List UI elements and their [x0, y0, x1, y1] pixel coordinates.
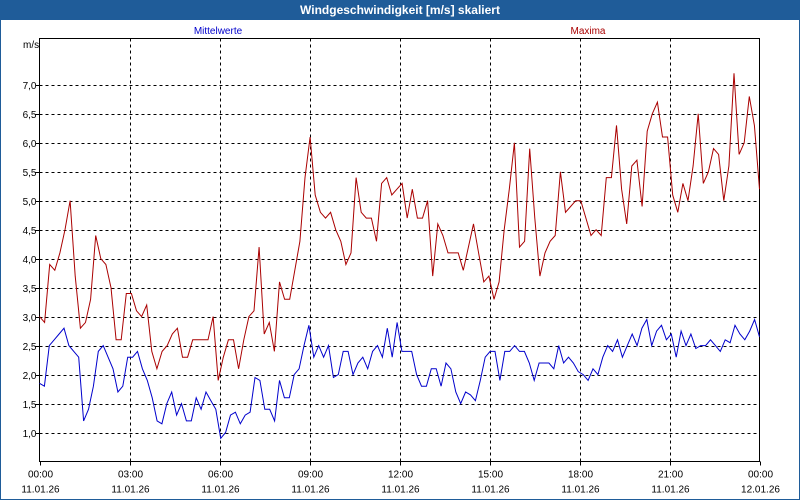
x-tick-date: 11.01.26: [561, 485, 600, 496]
x-tick-time: 00:00: [28, 470, 53, 481]
x-tick-date: 11.01.26: [651, 485, 690, 496]
grid: [39, 38, 760, 462]
y-tick-label: 4,5: [23, 226, 37, 237]
window-title: Windgeschwindigkeit [m/s] skaliert: [1, 1, 799, 20]
y-axis-unit: m/s: [23, 40, 39, 51]
series-lines: [39, 73, 760, 440]
x-tick-date: 11.01.26: [111, 485, 150, 496]
y-tick-label: 4,0: [23, 255, 37, 266]
legend-maxima: Maxima: [570, 26, 605, 37]
x-tick-time: 09:00: [298, 470, 323, 481]
y-tick-label: 2,5: [23, 342, 37, 353]
y-tick-label: 1,0: [23, 429, 37, 440]
x-tick-time: 06:00: [208, 470, 233, 481]
x-tick-time: 03:00: [118, 470, 143, 481]
plot-frame: [39, 38, 760, 462]
x-tick-time: 15:00: [478, 470, 503, 481]
x-tick-date: 11.01.26: [201, 485, 240, 496]
series-line-maxima: [39, 73, 760, 381]
y-tick-label: 7,0: [23, 81, 37, 92]
y-tick-label: 3,5: [23, 284, 37, 295]
x-tick-date: 12.01.26: [741, 485, 780, 496]
y-tick-label: 1,5: [23, 400, 37, 411]
series-line-mittelwerte: [39, 317, 760, 440]
x-tick-time: 21:00: [658, 470, 683, 481]
y-tick-label: 6,0: [23, 139, 37, 150]
x-tick-date: 11.01.26: [471, 485, 510, 496]
y-tick-label: 5,0: [23, 197, 37, 208]
legend-mittelwerte: Mittelwerte: [194, 26, 243, 37]
x-tick-time: 12:00: [388, 470, 413, 481]
y-tick-label: 5,5: [23, 168, 37, 179]
x-tick-date: 11.01.26: [381, 485, 420, 496]
x-tick-date: 11.01.26: [21, 485, 60, 496]
y-tick-label: 6,5: [23, 110, 37, 121]
x-tick-time: 18:00: [568, 470, 593, 481]
y-tick-label: 3,0: [23, 313, 37, 324]
x-axis-ticks: 00:00 11.01.26 03:00 11.01.26 06:00 11.01.26 0…: [21, 461, 780, 496]
x-tick-time: 00:00: [748, 470, 773, 481]
y-axis-ticks: 1,0 1,5 2,0 2,5 3,0 3,5 4,0 4,5 5,0 5,5 6,0 6,5 7,0: [23, 81, 40, 440]
x-tick-date: 11.01.26: [291, 485, 330, 496]
y-tick-label: 2,0: [23, 371, 37, 382]
